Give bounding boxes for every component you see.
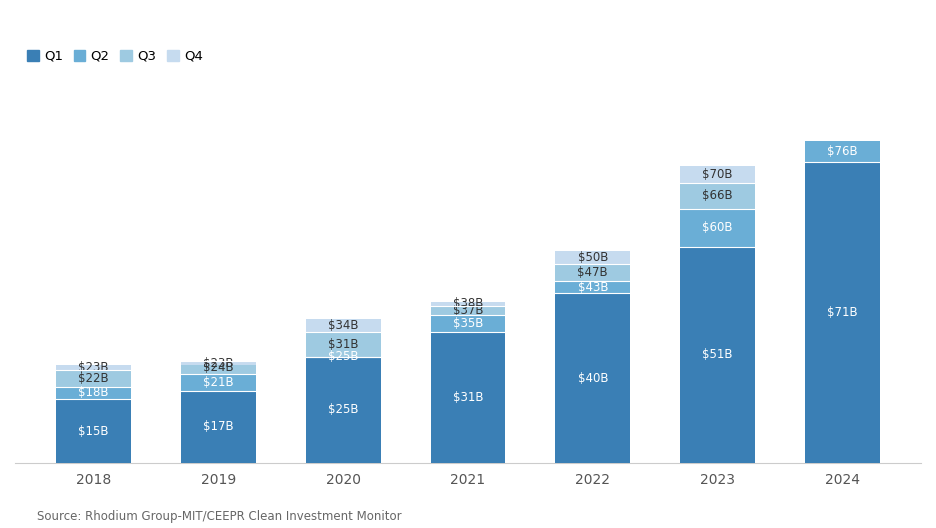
Text: $25B: $25B [328,351,358,363]
Text: $31B: $31B [453,391,483,404]
Bar [555,294,630,463]
Legend: Q1, Q2, Q3, Q4: Q1, Q2, Q3, Q4 [22,44,209,68]
Text: $47B: $47B [578,266,608,279]
Text: $31B: $31B [328,338,358,351]
Bar [306,319,381,332]
Text: $70B: $70B [702,168,733,181]
Text: $66B: $66B [702,190,733,202]
Bar [56,365,131,370]
Text: Source: Rhodium Group-MIT/CEEPR Clean Investment Monitor: Source: Rhodium Group-MIT/CEEPR Clean In… [37,510,402,523]
Bar [431,315,505,332]
Text: $15B: $15B [79,425,109,438]
Text: $21B: $21B [203,376,234,389]
Bar [431,302,505,306]
Text: $38B: $38B [453,297,483,310]
Bar [680,247,755,463]
Text: $37B: $37B [453,304,483,317]
Text: $24B: $24B [203,361,234,374]
Bar [306,357,381,463]
Text: $40B: $40B [578,372,608,384]
Bar [555,263,630,281]
Bar [680,183,755,209]
Bar [56,399,131,463]
Text: $50B: $50B [578,251,608,264]
Text: $17B: $17B [203,420,234,433]
Bar [181,391,256,463]
Text: $23B: $23B [203,357,234,370]
Bar [555,281,630,294]
Text: $71B: $71B [827,306,857,319]
Bar [431,332,505,463]
Bar [181,374,256,391]
Text: $18B: $18B [79,386,109,400]
Bar [680,209,755,247]
Text: $43B: $43B [578,280,608,294]
Text: $35B: $35B [453,317,483,329]
Text: $23B: $23B [79,361,109,374]
Bar [181,361,256,365]
Text: $22B: $22B [79,372,109,384]
Text: $25B: $25B [328,403,358,417]
Text: $76B: $76B [827,145,857,158]
Bar [56,370,131,386]
Bar [555,251,630,263]
Bar [431,306,505,315]
Text: $60B: $60B [702,221,733,234]
Bar [680,166,755,183]
Bar [56,386,131,399]
Bar [181,361,256,374]
Bar [306,332,381,357]
Bar [805,162,880,463]
Text: $51B: $51B [702,348,733,361]
Bar [805,141,880,162]
Text: $34B: $34B [328,319,358,332]
